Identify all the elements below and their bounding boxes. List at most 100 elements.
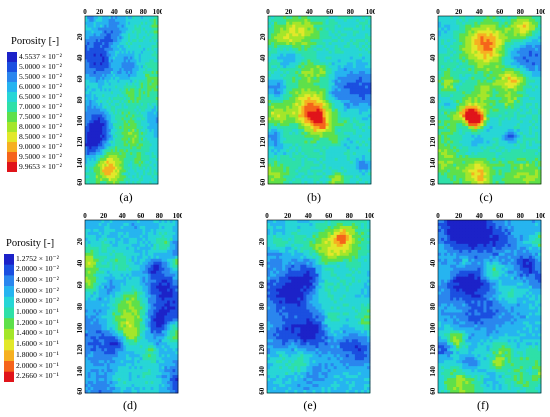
legend-swatch (7, 112, 17, 123)
y-tick-label: 160 (258, 387, 266, 395)
legend-label: 1.6000 × 10⁻¹ (16, 339, 59, 349)
legend-swatch (4, 296, 14, 308)
y-tick-label: 140 (76, 366, 84, 377)
y-tick-label: 120 (429, 344, 437, 355)
y-tick-label: 40 (429, 259, 437, 267)
legend-label: 2.0000 × 10⁻² (16, 264, 59, 274)
x-tick-label: 80 (140, 8, 148, 16)
panel-caption: (c) (479, 190, 493, 204)
y-tick-label: 100 (429, 322, 437, 333)
y-tick-label: 100 (429, 115, 437, 126)
y-tick-label: 40 (259, 54, 267, 62)
porosity-field (85, 16, 159, 185)
porosity-field (438, 16, 542, 185)
legend-swatch (7, 92, 17, 103)
x-tick-label: 100 (366, 8, 375, 16)
legend-label: 6.0000 × 10⁻² (19, 81, 62, 91)
legend-swatch (4, 286, 14, 298)
legend-label: 9.0000 × 10⁻² (19, 141, 62, 151)
legend-swatch (7, 62, 17, 73)
legend-label: 6.5000 × 10⁻² (19, 91, 62, 101)
x-tick-label: 20 (284, 212, 292, 220)
y-tick-label: 120 (76, 136, 84, 147)
x-tick-label: 100 (173, 212, 182, 220)
porosity-contour-plot: 0 20 40 60 80 100 20 40 60 80 100 120 140 160 (76, 8, 162, 186)
legend-swatch (4, 371, 14, 383)
x-tick-label: 60 (125, 8, 133, 16)
y-tick-label: 160 (76, 178, 84, 186)
y-tick-label: 140 (429, 366, 437, 377)
panel-caption: (e) (303, 398, 317, 412)
x-tick-label: 20 (285, 8, 293, 16)
legend-label: 8.0000 × 10⁻² (19, 121, 62, 131)
porosity-map-e: 0 20 40 60 80 100 20 40 60 80 100 120 140 160 (254, 210, 374, 395)
porosity-field (438, 220, 542, 394)
y-tick-label: 80 (76, 96, 84, 104)
legend-label: 1.2752 × 10⁻² (16, 253, 59, 263)
x-tick-label: 40 (305, 212, 313, 220)
legend-swatch (4, 328, 14, 340)
legend-swatch (4, 350, 14, 362)
y-tick-label: 20 (429, 238, 437, 246)
y-tick-label: 60 (258, 281, 266, 289)
y-tick-label: 20 (429, 33, 437, 41)
x-tick-label: 100 (153, 8, 162, 16)
x-tick-label: 0 (83, 8, 87, 16)
x-tick-label: 80 (346, 212, 354, 220)
x-tick-label: 40 (306, 8, 314, 16)
y-tick-label: 80 (259, 96, 267, 104)
y-tick-label: 60 (76, 281, 84, 289)
y-tick-label: 140 (258, 366, 266, 377)
plot-frame (266, 219, 371, 394)
legend-label: 7.5000 × 10⁻² (19, 111, 62, 121)
y-tick-label: 80 (429, 303, 437, 311)
legend-swatch (7, 82, 17, 93)
legend-swatch (7, 162, 17, 172)
x-tick-label: 0 (83, 212, 87, 220)
panel-caption: (f) (477, 398, 489, 412)
porosity-map-d: 0 20 40 60 80 100 20 40 60 80 100 120 140 160 (72, 210, 182, 395)
x-tick-label: 20 (100, 212, 108, 220)
legend-label: 1.2000 × 10⁻¹ (16, 317, 59, 327)
legend-label: 7.0000 × 10⁻² (19, 101, 62, 111)
legend-title: Porosity [-] (6, 238, 55, 249)
x-tick-label: 60 (496, 212, 504, 220)
legend-swatch (7, 142, 17, 153)
legend-label: 1.4000 × 10⁻¹ (16, 328, 59, 338)
plot-frame (267, 15, 372, 185)
x-tick-label: 80 (347, 8, 355, 16)
porosity-contour-plot: 0 20 40 60 80 100 20 40 60 80 100 120 140 160 (429, 212, 545, 395)
legend-swatch (4, 318, 14, 330)
x-tick-label: 40 (119, 212, 127, 220)
y-tick-label: 20 (76, 238, 84, 246)
legend-swatch (4, 339, 14, 351)
legend-swatch (7, 102, 17, 113)
x-tick-label: 100 (365, 212, 374, 220)
y-tick-label: 40 (258, 259, 266, 267)
legend-swatch (7, 52, 17, 63)
y-tick-label: 60 (429, 75, 437, 83)
y-tick-label: 40 (76, 54, 84, 62)
legend-swatch (4, 264, 14, 276)
porosity-map-c: 0 20 40 60 80 100 20 40 60 80 100 120 140 160 (425, 6, 545, 186)
legend-swatch (7, 152, 17, 163)
legend-label: 8.0000 × 10⁻² (16, 296, 59, 306)
x-tick-label: 0 (266, 8, 270, 16)
y-tick-label: 60 (76, 75, 84, 83)
porosity-contour-plot: 0 20 40 60 80 100 20 40 60 80 100 120 140 160 (259, 8, 375, 186)
x-tick-label: 0 (265, 212, 269, 220)
legend-label: 1.0000 × 10⁻¹ (16, 307, 59, 316)
plot-frame (437, 219, 542, 394)
plot-frame (84, 15, 159, 185)
x-tick-label: 0 (436, 8, 440, 16)
legend-swatch (4, 254, 14, 265)
x-tick-label: 40 (476, 212, 484, 220)
legend-label: 5.0000 × 10⁻² (19, 61, 62, 71)
y-tick-label: 160 (76, 387, 84, 395)
porosity-map-a: 0 20 40 60 80 100 20 40 60 80 100 120 140 160 (72, 6, 162, 186)
porosity-field (267, 220, 371, 394)
porosity-contour-plot: 0 20 40 60 80 100 20 40 60 80 100 120 140 160 (429, 8, 545, 186)
y-tick-label: 140 (259, 157, 267, 168)
legend-label: 2.2660 × 10⁻¹ (16, 371, 59, 381)
y-tick-label: 60 (429, 281, 437, 289)
